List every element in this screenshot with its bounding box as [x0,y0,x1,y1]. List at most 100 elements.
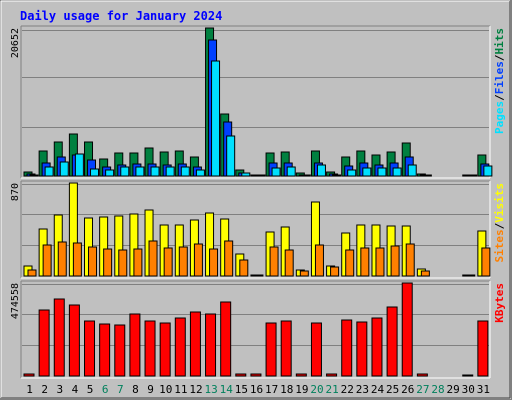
bar-pages-day-6 [105,169,115,177]
day-label: 12 [189,383,202,396]
bar-kbytes-day-4 [68,304,80,377]
bar-pages-day-30 [468,174,478,177]
bar-sites-day-1 [27,269,37,277]
bar-pages-day-2 [44,166,54,177]
bar-kbytes-day-10 [159,322,171,377]
bar-kbytes-day-21 [326,373,338,377]
bar-kbytes-day-1 [23,373,35,377]
bar-pages-day-25 [392,167,402,177]
bar-sites-day-11 [178,246,188,277]
bar-sites-day-24 [375,247,385,277]
bar-pages-day-10 [165,166,175,177]
series-axis-label-part: Pages [493,101,506,134]
bar-sites-day-31 [481,247,491,277]
day-label: 29 [447,383,460,396]
day-label: 6 [102,383,109,396]
bar-sites-day-3 [57,241,67,277]
bar-kbytes-day-12 [189,311,201,377]
day-axis-labels: 1 2 3 4 5 6 7 8 9 10 11 12 13 14 15 16 17 18 19 20 21 22 23 24 2… [26,383,490,396]
bar-kbytes-day-20 [310,322,322,377]
bar-sites-day-15 [239,259,249,277]
bar-pages-day-13 [211,60,221,177]
bar-kbytes-day-14 [220,301,232,377]
bar-pages-day-22 [347,169,357,177]
day-label: 18 [280,383,293,396]
bar-sites-day-25 [390,245,400,277]
bar-kbytes-day-6 [99,323,111,377]
bar-sites-day-21 [330,266,340,277]
bar-pages-day-31 [483,165,493,177]
series-axis-label-part: Files [493,61,506,94]
day-label: 2 [41,383,48,396]
bar-kbytes-day-27 [416,373,428,377]
day-label: 10 [159,383,172,396]
series-axis-label-part: Hits [493,28,506,55]
bar-kbytes-day-3 [53,298,65,377]
day-label: 1 [26,383,33,396]
bar-sites-day-26 [405,243,415,277]
day-label: 3 [57,383,64,396]
bar-sites-day-20 [314,244,324,277]
bar-pages-day-11 [180,166,190,177]
bar-kbytes-day-24 [371,317,383,377]
bar-sites-day-2 [42,244,52,277]
bar-sites-day-8 [133,248,143,277]
bar-sites-day-22 [345,249,355,277]
bar-pages-day-3 [59,161,69,177]
bar-pages-day-27 [422,174,432,177]
day-label: 15 [235,383,248,396]
bar-sites-day-14 [224,240,234,277]
bar-kbytes-day-22 [341,319,353,377]
day-label: 11 [174,383,187,396]
bar-sites-day-12 [193,243,203,277]
day-label: 28 [431,383,444,396]
bar-pages-day-9 [150,166,160,177]
panel-hits-files-pages: 20652 Pages/Files/Hits [10,25,506,179]
day-label: 8 [132,383,139,396]
bar-pages-day-24 [377,167,387,177]
bar-sites-day-19 [299,270,309,277]
bar-pages-day-5 [90,168,100,177]
bar-pages-day-16 [256,174,266,177]
bar-sites-day-5 [88,246,98,277]
day-label: 17 [265,383,278,396]
bar-sites-day-23 [360,247,370,277]
bar-pages-day-8 [135,166,145,177]
bar-sites-day-27 [420,270,430,277]
bar-pages-day-20 [316,164,326,177]
series-axis-label-part: / [493,222,506,229]
bar-kbytes-day-26 [401,282,413,377]
day-label: 5 [87,383,94,396]
chart-panels: 20652Pages/Files/Hits870Sites/Visits4745… [10,25,506,379]
bar-sites-day-9 [148,240,158,277]
bar-sites-day-13 [209,248,219,277]
bar-pages-day-12 [195,169,205,177]
series-axis-label-part: Visits [493,183,506,223]
bar-sites-day-7 [118,249,128,277]
bar-kbytes-day-18 [280,320,292,377]
bar-pages-day-7 [120,166,130,177]
bar-pages-day-17 [271,167,281,177]
bar-pages-day-15 [241,172,251,177]
ymax-label-kbytes: 474558 [10,283,21,319]
day-label: 30 [462,383,475,396]
day-label: 23 [356,383,369,396]
bar-sites-day-17 [269,246,279,277]
day-label: 24 [371,383,385,396]
bar-kbytes-day-11 [174,317,186,377]
bar-sites-day-16 [254,274,264,277]
bar-kbytes-day-8 [129,313,141,377]
series-axis-label-hits-files-pages: Pages/Files/Hits [493,28,506,134]
bar-sites-day-6 [103,248,113,277]
day-label: 27 [416,383,429,396]
bar-kbytes-day-15 [235,373,247,377]
panel-kbytes: 474558 KBytes [10,280,506,379]
series-axis-label-part: Sites [493,229,506,262]
series-axis-label-visits-sites: Sites/Visits [493,183,506,263]
ymax-label-hits-files-pages: 20652 [10,28,21,58]
bar-pages-day-26 [407,164,417,177]
bar-pages-day-1 [29,174,39,177]
bar-kbytes-day-13 [205,313,217,377]
